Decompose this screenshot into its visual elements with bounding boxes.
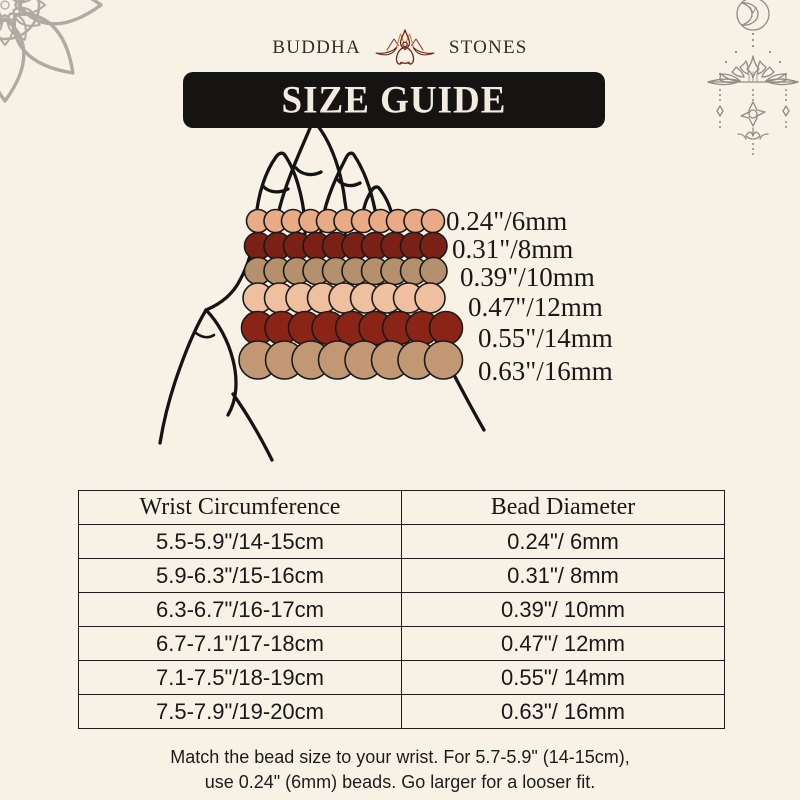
svg-text:0.47"/12mm: 0.47"/12mm [468,292,603,322]
svg-text:0.55"/14mm: 0.55"/14mm [478,323,613,353]
svg-text:0.31"/8mm: 0.31"/8mm [452,234,573,264]
svg-text:0.63"/16mm: 0.63"/16mm [478,356,613,386]
svg-text:0.24"/6mm: 0.24"/6mm [446,206,567,236]
svg-text:0.39"/10mm: 0.39"/10mm [460,262,595,292]
